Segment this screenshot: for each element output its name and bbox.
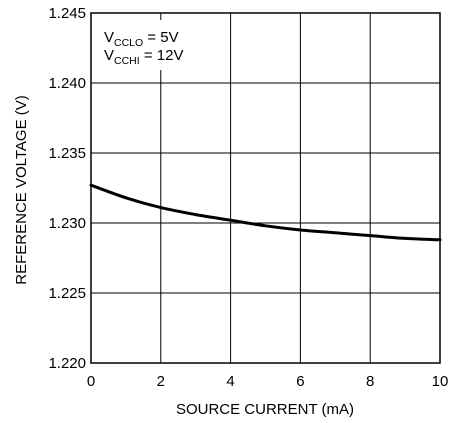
x-tick-label: 10 (432, 373, 449, 390)
y-tick-label: 1.235 (48, 145, 86, 162)
plot-frame (90, 12, 441, 364)
annotation-vcchi-main: V (104, 47, 114, 64)
y-tick-label: 1.240 (48, 75, 86, 92)
grid-lines (91, 13, 440, 363)
y-tick-label: 1.220 (48, 355, 86, 372)
y-tick-labels: 1.220 1.225 1.230 1.235 1.240 1.245 (48, 5, 86, 372)
x-tick-label: 6 (296, 373, 304, 390)
x-tick-label: 4 (226, 373, 234, 390)
y-tick-label: 1.230 (48, 215, 86, 232)
annotation-vcclo-value: = 5V (143, 29, 178, 46)
annotation-vcclo-sub: CCLO (114, 37, 143, 49)
y-tick-label: 1.245 (48, 5, 86, 22)
annotation-vcchi-value: = 12V (140, 47, 184, 64)
y-tick-label: 1.225 (48, 285, 86, 302)
y-axis-label: REFERENCE VOLTAGE (V) (13, 95, 30, 284)
x-tick-label: 2 (157, 373, 165, 390)
annotation-vcclo-main: V (104, 29, 114, 46)
annotation-vcchi-sub: CCHI (114, 55, 140, 67)
x-tick-label: 8 (366, 373, 374, 390)
series-line (89, 183, 442, 242)
annotation-background (100, 20, 196, 70)
x-tick-labels: 0 2 4 6 8 10 (87, 373, 449, 390)
annotation-vcclo: VCCLO = 5V (104, 29, 179, 49)
x-axis-label: SOURCE CURRENT (mA) (176, 401, 354, 418)
x-tick-label: 0 (87, 373, 95, 390)
annotation-vcchi: VCCHI = 12V (104, 47, 183, 67)
